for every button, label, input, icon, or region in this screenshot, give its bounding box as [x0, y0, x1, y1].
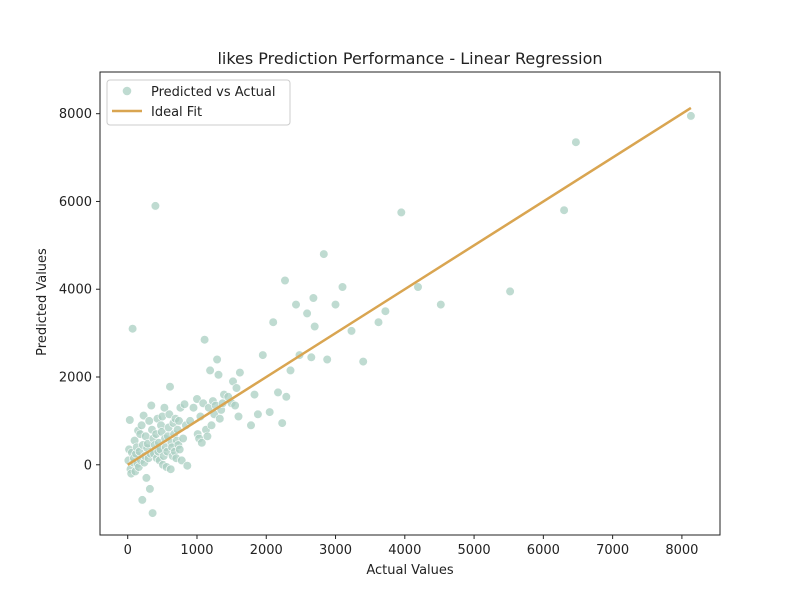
scatter-point: [273, 387, 283, 398]
scatter-point: [337, 282, 348, 292]
scatter-point: [413, 282, 423, 292]
scatter-point: [179, 399, 190, 409]
scatter-point: [310, 321, 320, 332]
scatter-point: [308, 293, 319, 303]
x-axis-label: Actual Values: [366, 563, 454, 578]
scatter-point: [268, 317, 278, 327]
scatter-point: [205, 365, 215, 376]
scatter-point: [319, 249, 329, 259]
scatter-point: [206, 420, 217, 430]
scatter-point: [150, 201, 160, 211]
scatter-point: [233, 411, 244, 422]
scatter-point: [306, 352, 316, 362]
scatter-point: [358, 357, 368, 367]
scatter-point: [200, 335, 210, 345]
x-tick-label: 4000: [388, 543, 421, 558]
scatter-point: [139, 411, 149, 421]
scatter-point: [373, 317, 384, 327]
scatter-point: [125, 415, 135, 425]
scatter-point: [164, 409, 174, 419]
y-tick-label: 8000: [59, 107, 92, 122]
y-tick-label: 6000: [59, 195, 92, 210]
scatter-point: [380, 306, 391, 316]
scatter-point: [178, 433, 188, 444]
scatter-point: [246, 420, 256, 430]
y-tick-label: 0: [84, 458, 92, 473]
scatter-point: [302, 308, 312, 319]
x-tick-label: 8000: [665, 543, 698, 558]
scatter-point: [128, 324, 138, 334]
scatter-point: [165, 382, 175, 392]
scatter-point: [166, 464, 176, 474]
scatter-point: [141, 473, 151, 483]
scatter-point: [559, 205, 569, 215]
legend-scatter-marker: [122, 86, 132, 96]
legend-label-ideal: Ideal Fit: [151, 105, 202, 120]
scatter-point: [212, 354, 222, 365]
scatter-point: [235, 368, 245, 378]
x-tick-label: 5000: [458, 543, 491, 558]
y-tick-label: 4000: [59, 283, 92, 298]
scatter-point: [253, 409, 263, 419]
scatter-point: [175, 444, 185, 455]
legend-label-predicted: Predicted vs Actual: [151, 85, 275, 100]
scatter-point: [182, 461, 192, 471]
x-axis: 0 1000 2000 3000 4000 5000 6000 7000 8000: [124, 535, 698, 558]
scatter-point: [686, 111, 696, 121]
scatter-point: [177, 455, 187, 466]
chart-title: likes Prediction Performance - Linear Re…: [217, 49, 602, 68]
x-tick-label: 0: [124, 543, 132, 558]
ideal-fit-line: [127, 106, 692, 466]
x-tick-label: 7000: [596, 543, 629, 558]
scatter-point: [148, 508, 158, 518]
scatter-point: [197, 438, 207, 448]
scatter-point: [146, 400, 156, 411]
scatter-point: [346, 326, 357, 336]
scatter-point: [277, 418, 287, 428]
scatter-point: [213, 370, 224, 380]
x-tick-label: 6000: [527, 543, 560, 558]
scatter-point: [188, 403, 199, 413]
scatter-point: [571, 137, 581, 147]
scatter-point: [285, 365, 296, 376]
scatter-point: [145, 484, 155, 494]
scatter-point: [436, 300, 446, 310]
x-tick-label: 1000: [180, 543, 213, 558]
legend-box: [106, 79, 291, 126]
scatter-point: [280, 275, 290, 286]
scatter-point: [231, 383, 242, 393]
scatter-point: [281, 392, 291, 402]
scatter-point: [215, 414, 225, 424]
legend: Predicted vs Actual Ideal Fit: [106, 79, 291, 126]
scatter-point: [330, 300, 341, 310]
scatter-point: [396, 207, 406, 217]
plot-area: [99, 71, 721, 536]
scatter-point: [202, 431, 212, 441]
scatter-point: [505, 286, 515, 297]
scatter-point: [258, 350, 268, 360]
scatter-point: [159, 403, 169, 413]
scatter-point: [137, 495, 147, 505]
y-tick-label: 2000: [59, 371, 92, 386]
scatter-point: [249, 390, 260, 400]
y-axis-label: Predicted Values: [35, 248, 50, 356]
scatter-point: [265, 407, 275, 417]
plot-frame: [99, 71, 721, 536]
scatter-point: [322, 354, 332, 365]
x-tick-label: 2000: [250, 543, 283, 558]
scatter-point: [144, 416, 154, 426]
scatter-point: [230, 400, 240, 411]
scatter-point: [174, 416, 184, 426]
scatter-point: [137, 420, 147, 430]
y-axis: 0 2000 4000 6000 8000: [59, 107, 100, 473]
x-tick-label: 3000: [319, 543, 352, 558]
scatter-point: [291, 300, 301, 310]
